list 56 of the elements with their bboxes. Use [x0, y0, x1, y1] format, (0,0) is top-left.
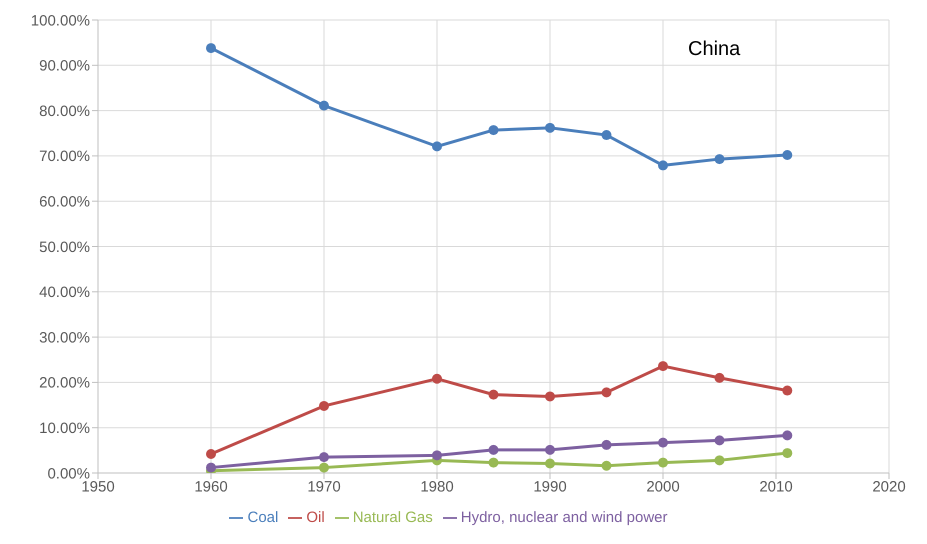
x-tick-label: 2000	[646, 478, 680, 496]
y-tick-label: 90.00%	[39, 58, 90, 75]
point	[206, 448, 216, 459]
x-tick-label: 1990	[533, 478, 567, 496]
point	[545, 458, 555, 468]
point	[658, 458, 668, 468]
point	[602, 460, 612, 471]
point	[602, 440, 612, 450]
point	[782, 386, 792, 396]
point	[714, 435, 724, 446]
point	[658, 361, 668, 372]
point	[714, 154, 724, 164]
point	[488, 444, 498, 455]
y-tick-label: 40.00%	[39, 284, 90, 302]
annotation: China	[688, 38, 740, 61]
y-tick-label: 10.00%	[39, 420, 90, 438]
point	[319, 462, 329, 473]
point	[714, 372, 724, 383]
point	[782, 430, 792, 440]
x-tick-label: 1980	[420, 478, 454, 496]
point	[602, 387, 612, 398]
x-tick-label: 1960	[194, 478, 228, 496]
point	[432, 450, 442, 460]
y-tick-label: 70.00%	[39, 148, 90, 166]
y-tick-label: 50.00%	[39, 238, 90, 256]
point	[782, 448, 792, 458]
point	[658, 160, 668, 170]
point	[714, 455, 724, 466]
point	[658, 438, 668, 448]
point	[206, 43, 216, 54]
point	[319, 400, 329, 411]
point	[545, 444, 555, 455]
legend-label: Coal	[247, 509, 278, 526]
point	[206, 462, 216, 473]
point	[488, 390, 498, 400]
point	[432, 141, 442, 152]
point	[319, 100, 329, 111]
legend-label: Oil	[306, 509, 325, 526]
point	[488, 125, 498, 136]
point	[602, 130, 612, 140]
y-tick-label: 30.00%	[39, 329, 90, 346]
y-tick-label: 20.00%	[39, 374, 90, 392]
x-tick-label: 1970	[307, 478, 341, 496]
point	[319, 452, 329, 462]
y-tick-label: 80.00%	[39, 102, 90, 120]
x-tick-label: 2010	[759, 478, 793, 496]
point	[432, 374, 442, 384]
point	[545, 391, 555, 402]
point	[488, 458, 498, 468]
point	[782, 150, 792, 160]
y-tick-label: 60.00%	[39, 194, 90, 211]
point	[545, 122, 555, 133]
y-tick-label: 100.00%	[30, 12, 90, 30]
legend-label: Natural Gas	[352, 509, 433, 526]
x-tick-label: 2020	[872, 478, 906, 496]
legend-label: Hydro, nuclear and wind power	[460, 509, 668, 526]
